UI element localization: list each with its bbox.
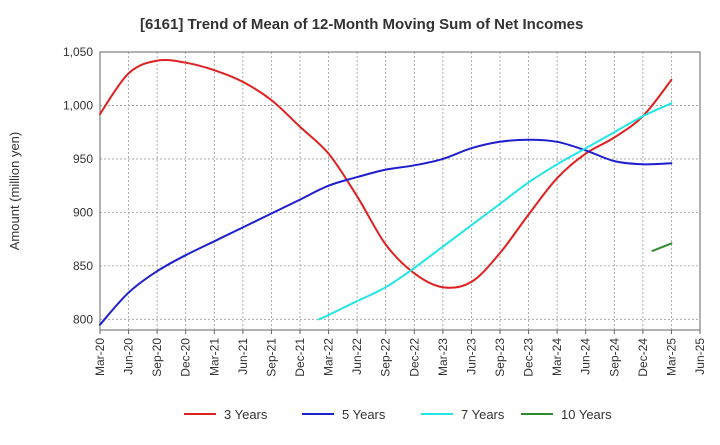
x-tick-label: Mar-22 bbox=[322, 338, 336, 376]
axes: 800 850 900 950 1,000 1,050 Mar-20 Jun-20 Sep-20… bbox=[63, 45, 707, 377]
series-line-1 bbox=[99, 58, 673, 289]
y-tick-label: 850 bbox=[73, 259, 93, 273]
x-tick-label: Mar-23 bbox=[436, 338, 450, 376]
x-tick-label: Sep-22 bbox=[379, 338, 393, 377]
chart-title: [6161] Trend of Mean of 12-Month Moving … bbox=[140, 16, 583, 33]
plot-frame bbox=[99, 51, 701, 331]
grid-lines bbox=[99, 51, 701, 330]
x-tick-label: Jun-25 bbox=[693, 338, 707, 375]
series-line-4 bbox=[651, 242, 673, 252]
legend: 3 Years 5 Years 7 Years 10 Years bbox=[184, 407, 612, 422]
series-line-2 bbox=[99, 138, 673, 326]
series-lines bbox=[99, 58, 673, 326]
x-tick-label: Dec-22 bbox=[407, 338, 421, 377]
x-tick-label: Sep-24 bbox=[607, 338, 621, 377]
y-tick-label: 1,050 bbox=[63, 45, 93, 59]
legend-label: 5 Years bbox=[342, 407, 386, 422]
y-tick-label: 950 bbox=[73, 152, 93, 166]
x-tick-label: Jun-24 bbox=[579, 338, 593, 375]
x-tick-label: Sep-21 bbox=[264, 338, 278, 377]
y-axis-label: Amount (million yen) bbox=[7, 132, 22, 251]
x-tick-label: Jun-21 bbox=[236, 338, 250, 375]
x-tick-label: Sep-20 bbox=[150, 338, 164, 377]
x-tick-label: Jun-20 bbox=[122, 338, 136, 375]
x-tick-label: Mar-21 bbox=[207, 338, 221, 376]
x-tick-label: Mar-25 bbox=[664, 338, 678, 376]
y-tick-label: 1,000 bbox=[63, 98, 93, 112]
x-tick-label: Dec-20 bbox=[179, 338, 193, 377]
x-tick-label: Jun-22 bbox=[350, 338, 364, 375]
x-tick-label: Dec-24 bbox=[636, 338, 650, 377]
x-tick-label: Dec-21 bbox=[293, 338, 307, 377]
y-tick-label: 900 bbox=[73, 205, 93, 219]
x-tick-label: Mar-20 bbox=[93, 338, 107, 376]
x-tick-label: Mar-24 bbox=[550, 338, 564, 376]
x-tick-label: Jun-23 bbox=[464, 338, 478, 375]
x-tick-label: Sep-23 bbox=[493, 338, 507, 377]
series-line-3 bbox=[318, 102, 673, 321]
legend-label: 3 Years bbox=[224, 407, 268, 422]
x-tick-label: Dec-23 bbox=[522, 338, 536, 377]
legend-label: 7 Years bbox=[461, 407, 505, 422]
legend-label: 10 Years bbox=[561, 407, 612, 422]
y-tick-label: 800 bbox=[73, 312, 93, 326]
